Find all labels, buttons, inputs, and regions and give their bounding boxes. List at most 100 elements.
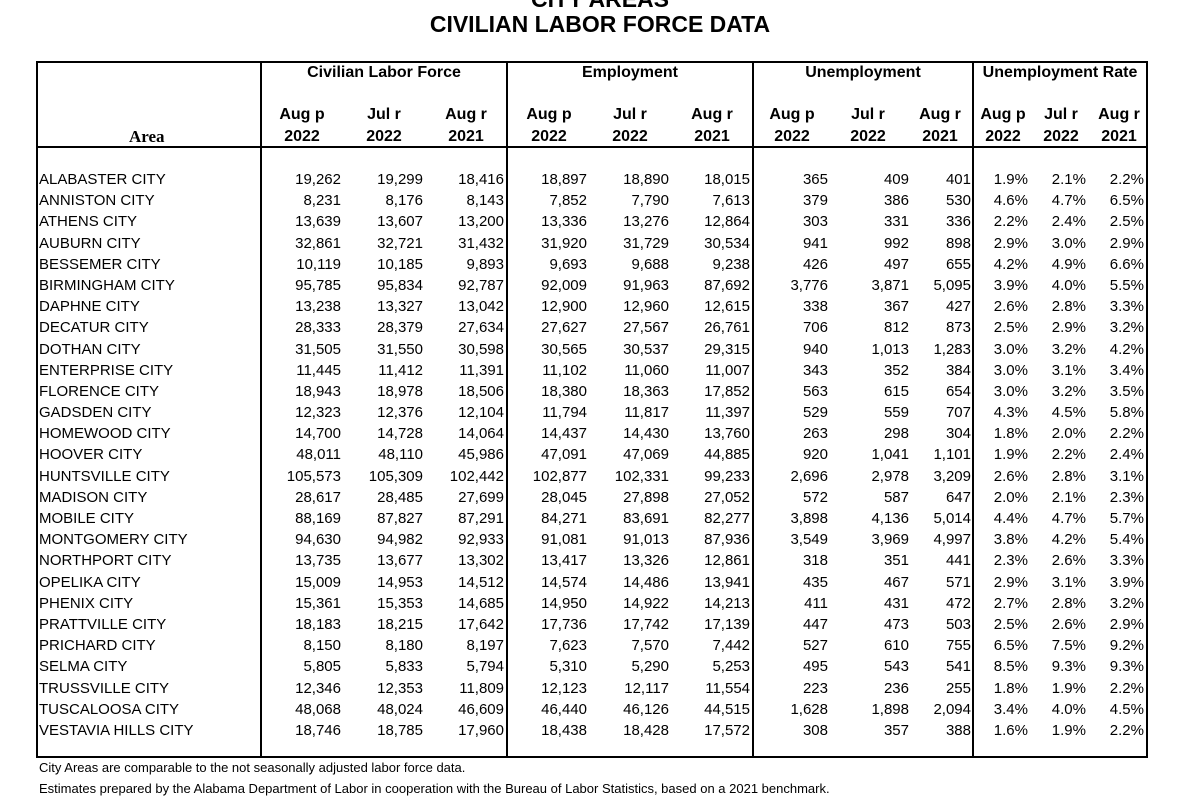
- cell-value: 46,609: [458, 700, 504, 718]
- area-name: PRATTVILLE CITY: [39, 615, 167, 633]
- cell-value: 14,437: [541, 425, 587, 443]
- cell-value: 17,852: [704, 382, 750, 400]
- group-header: Employment: [581, 64, 678, 81]
- cell-value: 14,486: [623, 573, 669, 591]
- column-header: Aug r: [1098, 106, 1140, 123]
- cell-value: 563: [802, 382, 828, 400]
- cell-value: 2.6%: [993, 298, 1028, 316]
- cell-value: 435: [802, 573, 828, 591]
- cell-value: 2.2%: [993, 213, 1028, 231]
- cell-value: 707: [945, 404, 971, 422]
- cell-value: 7,442: [712, 637, 750, 655]
- cell-value: 31,729: [623, 234, 669, 252]
- cell-value: 14,430: [623, 425, 669, 443]
- cell-value: 27,699: [458, 488, 504, 506]
- cell-value: 26,761: [704, 319, 750, 337]
- cell-value: 343: [802, 361, 828, 379]
- cell-value: 2.5%: [993, 319, 1028, 337]
- cell-value: 338: [802, 298, 828, 316]
- cell-value: 13,677: [377, 552, 423, 570]
- cell-value: 527: [802, 637, 828, 655]
- cell-value: 83,691: [623, 510, 669, 528]
- cell-value: 27,634: [458, 319, 504, 337]
- cell-value: 8,143: [466, 192, 504, 210]
- cell-value: 3.1%: [1109, 467, 1144, 485]
- cell-value: 6.5%: [993, 637, 1028, 655]
- cell-value: 18,943: [295, 382, 341, 400]
- cell-value: 14,512: [458, 573, 504, 591]
- cell-value: 13,042: [458, 298, 504, 316]
- cell-value: 18,785: [377, 721, 423, 739]
- cell-value: 91,963: [623, 276, 669, 294]
- cell-value: 388: [945, 721, 971, 739]
- cell-value: 17,642: [458, 615, 504, 633]
- cell-value: 495: [802, 658, 828, 676]
- cell-value: 4,136: [871, 510, 909, 528]
- column-header: Aug p: [769, 106, 815, 123]
- cell-value: 2.5%: [993, 615, 1028, 633]
- cell-value: 14,574: [541, 573, 587, 591]
- cell-value: 5.5%: [1109, 276, 1144, 294]
- cell-value: 12,864: [704, 213, 750, 231]
- cell-value: 13,607: [377, 213, 423, 231]
- cell-value: 9,238: [712, 255, 750, 273]
- cell-value: 14,700: [295, 425, 341, 443]
- cell-value: 4,997: [933, 531, 971, 549]
- cell-value: 30,565: [541, 340, 587, 358]
- cell-value: 13,200: [458, 213, 504, 231]
- cell-value: 13,760: [704, 425, 750, 443]
- cell-value: 87,291: [458, 510, 504, 528]
- column-rule: [972, 61, 974, 758]
- cell-value: 920: [802, 446, 828, 464]
- cell-value: 18,746: [295, 721, 341, 739]
- cell-value: 31,550: [377, 340, 423, 358]
- cell-value: 2.4%: [1051, 213, 1086, 231]
- cell-value: 3.2%: [1051, 340, 1086, 358]
- cell-value: 13,326: [623, 552, 669, 570]
- cell-value: 706: [802, 319, 828, 337]
- cell-value: 541: [945, 658, 971, 676]
- area-name: AUBURN CITY: [39, 234, 141, 252]
- cell-value: 15,361: [295, 594, 341, 612]
- cell-value: 5,310: [549, 658, 587, 676]
- cell-value: 263: [802, 425, 828, 443]
- cell-value: 9,693: [549, 255, 587, 273]
- cell-value: 13,327: [377, 298, 423, 316]
- cell-value: 5,290: [631, 658, 669, 676]
- cell-value: 8.5%: [993, 658, 1028, 676]
- column-header: Aug r: [919, 106, 961, 123]
- cell-value: 5.7%: [1109, 510, 1144, 528]
- header-rule: [36, 146, 1148, 148]
- area-name: PHENIX CITY: [39, 594, 134, 612]
- cell-value: 3.4%: [1109, 361, 1144, 379]
- cell-value: 4.2%: [1109, 340, 1144, 358]
- cell-value: 503: [945, 615, 971, 633]
- cell-value: 5.4%: [1109, 531, 1144, 549]
- cell-value: 308: [802, 721, 828, 739]
- cell-value: 572: [802, 488, 828, 506]
- cell-value: 1.8%: [993, 679, 1028, 697]
- cell-value: 2.8%: [1051, 298, 1086, 316]
- cell-value: 105,309: [368, 467, 423, 485]
- cell-value: 13,238: [295, 298, 341, 316]
- cell-value: 28,333: [295, 319, 341, 337]
- cell-value: 5,253: [712, 658, 750, 676]
- cell-value: 1,283: [933, 340, 971, 358]
- cell-value: 94,982: [377, 531, 423, 549]
- cell-value: 17,742: [623, 615, 669, 633]
- column-header: 2021: [1101, 128, 1137, 145]
- cell-value: 336: [945, 213, 971, 231]
- cell-value: 379: [802, 192, 828, 210]
- area-name: GADSDEN CITY: [39, 404, 152, 422]
- cell-value: 13,639: [295, 213, 341, 231]
- cell-value: 11,397: [705, 404, 750, 422]
- cell-value: 3.3%: [1109, 298, 1144, 316]
- cell-value: 102,331: [614, 467, 669, 485]
- cell-value: 19,299: [377, 171, 423, 188]
- cell-value: 8,180: [385, 637, 423, 655]
- cell-value: 12,376: [377, 404, 423, 422]
- cell-value: 2.2%: [1109, 679, 1144, 697]
- cell-value: 529: [802, 404, 828, 422]
- cell-value: 18,438: [541, 721, 587, 739]
- cell-value: 10,119: [296, 255, 341, 273]
